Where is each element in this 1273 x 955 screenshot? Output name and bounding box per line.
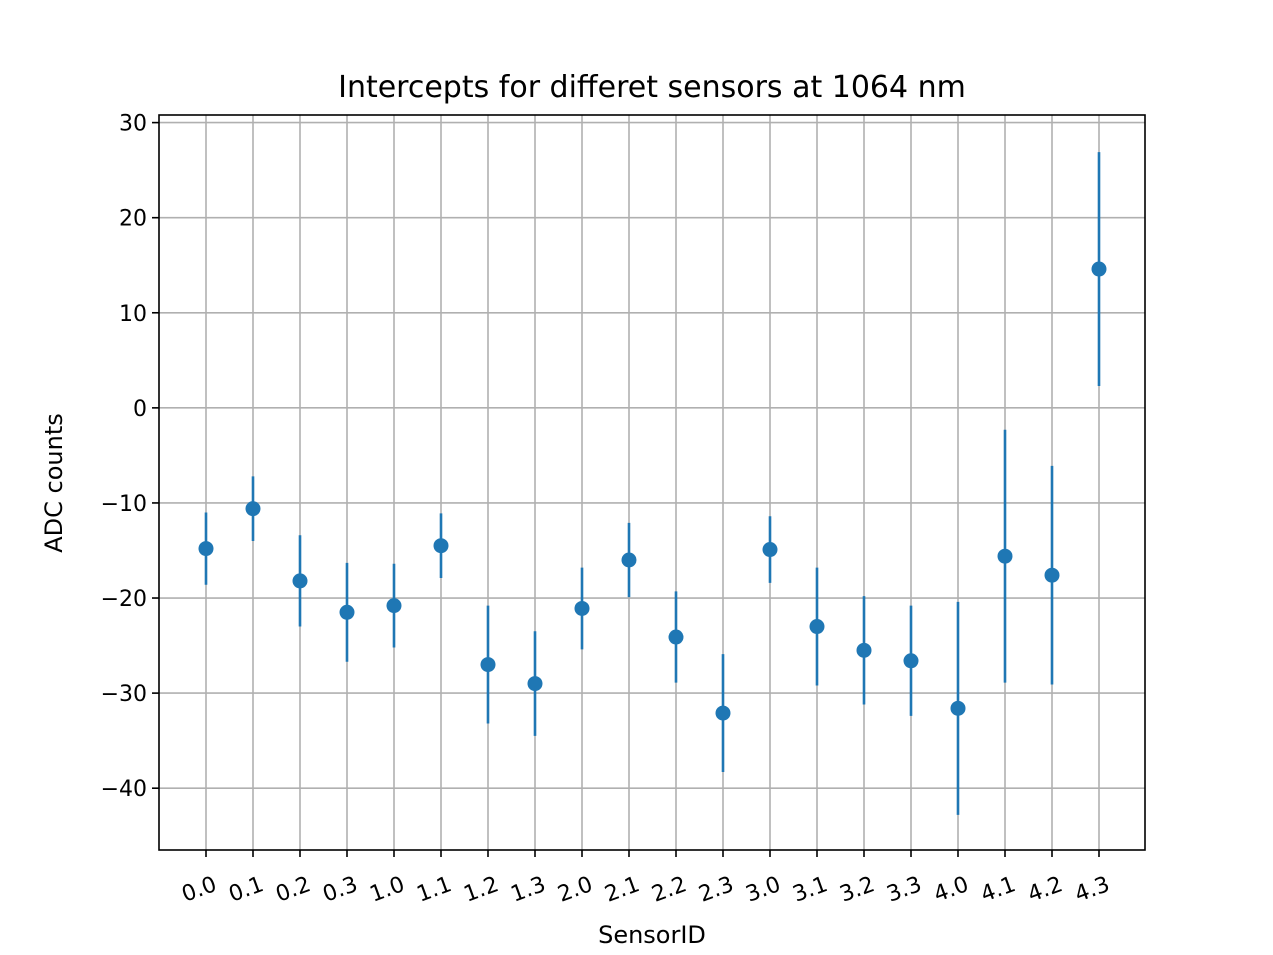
x-axis-ticks: 0.0 0.1 0.2 0.3 1.0 1.1 1.2 1.3 2.0 2.1 2.2 2.3 3.0 3…: [179, 850, 1113, 908]
data-point: [621, 552, 637, 568]
x-tick-label: 2.2: [649, 872, 690, 907]
data-point: [950, 700, 966, 716]
x-axis-label: SensorID: [598, 921, 706, 949]
y-tick-label: 20: [119, 207, 147, 232]
x-tick-label: 4.1: [978, 872, 1019, 907]
y-axis-ticks: 30 20 10 0 −10 −20 −30 −40: [101, 112, 159, 802]
x-tick-label: 4.3: [1072, 872, 1113, 907]
data-point: [668, 629, 684, 645]
x-tick-label: 2.3: [696, 872, 737, 907]
y-tick-label: −20: [101, 587, 147, 612]
x-tick-label: 0.0: [179, 872, 220, 907]
data-point: [762, 542, 778, 558]
x-tick-label: 2.0: [555, 872, 596, 907]
y-tick-label: 30: [119, 112, 147, 137]
data-points: [198, 261, 1107, 721]
x-tick-label: 3.2: [837, 872, 878, 907]
data-point: [433, 538, 449, 554]
data-point: [1044, 567, 1060, 583]
data-point: [1091, 261, 1107, 277]
data-point: [715, 705, 731, 721]
plot-frame: [158, 114, 1146, 851]
x-tick-label: 1.2: [461, 872, 502, 907]
x-tick-label: 2.1: [602, 872, 643, 907]
x-tick-label: 0.2: [273, 872, 314, 907]
data-point: [292, 573, 308, 589]
x-tick-label: 0.1: [226, 872, 267, 907]
data-point: [198, 541, 214, 557]
data-point: [386, 598, 402, 614]
x-tick-label: 3.3: [884, 872, 925, 907]
x-tick-label: 3.0: [743, 872, 784, 907]
data-point: [574, 600, 590, 616]
data-point: [245, 501, 261, 517]
error-bars: [204, 152, 1101, 815]
x-tick-label: 0.3: [320, 872, 361, 907]
y-tick-label: −40: [101, 777, 147, 802]
data-point: [480, 657, 496, 673]
y-tick-label: −10: [101, 492, 147, 517]
x-tick-label: 1.3: [508, 872, 549, 907]
data-point: [997, 548, 1013, 564]
data-point: [856, 642, 872, 658]
grid: [159, 115, 1145, 850]
chart-title: Intercepts for differet sensors at 1064 …: [338, 70, 966, 105]
x-tick-label: 3.1: [790, 872, 831, 907]
data-point: [527, 676, 543, 692]
x-tick-label: 4.0: [931, 872, 972, 907]
y-axis-label: ADC counts: [40, 413, 68, 553]
x-tick-label: 1.0: [367, 872, 408, 907]
y-tick-label: 10: [119, 302, 147, 327]
y-tick-label: −30: [101, 682, 147, 707]
x-tick-label: 4.2: [1025, 872, 1066, 907]
data-point: [339, 604, 355, 620]
y-tick-label: 0: [133, 397, 147, 422]
data-point: [903, 653, 919, 669]
x-tick-label: 1.1: [414, 872, 455, 907]
data-point: [809, 619, 825, 635]
